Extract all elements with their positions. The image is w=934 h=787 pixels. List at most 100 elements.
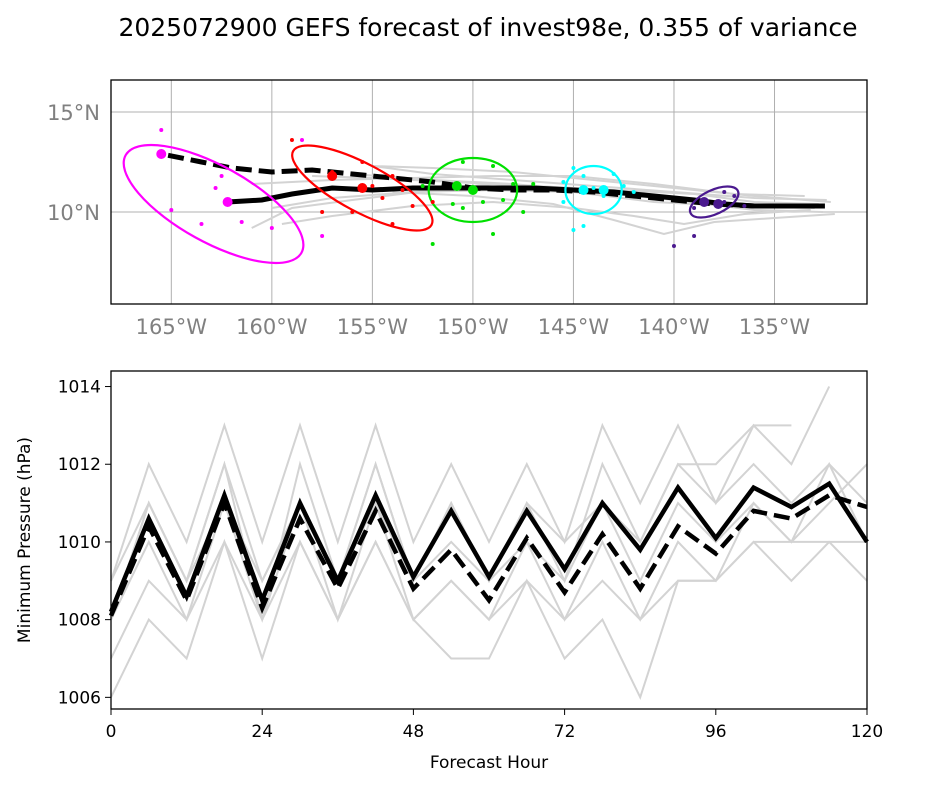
map-member-point	[219, 174, 224, 178]
pressure-x-axis-label: Forecast Hour	[430, 753, 548, 773]
map-x-tick-label: 140°W	[638, 315, 710, 339]
map-member-point	[671, 244, 676, 248]
map-member-point	[722, 200, 727, 204]
map-member-point	[480, 200, 485, 204]
map-ellipse	[122, 143, 305, 265]
map-x-tick-label: 145°W	[538, 315, 610, 339]
map-member-point	[501, 198, 506, 202]
map-mean-point	[598, 185, 609, 195]
pressure-x-tick-label: 72	[554, 722, 576, 742]
map-frame	[110, 79, 868, 305]
map-y-tick-label: 15°N	[47, 101, 100, 125]
map-member-point	[269, 226, 274, 230]
map-ellipse	[427, 156, 519, 224]
map-member-point	[571, 166, 576, 170]
map-ensemble-track	[392, 191, 835, 236]
map-ensemble-track	[372, 165, 827, 201]
map-member-point	[420, 184, 425, 188]
map-x-tick-label: 135°W	[739, 315, 811, 339]
map-grid	[111, 80, 867, 304]
map-member-point	[581, 224, 586, 228]
pressure-y-tick-label: 1010	[58, 533, 101, 553]
map-member-point	[621, 184, 626, 188]
pressure-x-tick-label: 48	[403, 722, 425, 742]
map-member-point	[571, 228, 576, 232]
map-member-point	[460, 206, 465, 210]
map-member-point	[631, 190, 636, 194]
map-member-point	[320, 234, 325, 238]
map-member-point	[561, 180, 566, 184]
pressure-x-tick-label: 96	[705, 722, 727, 742]
map-ellipse	[688, 185, 740, 219]
map-member-point	[390, 174, 395, 178]
map-member-point	[350, 210, 355, 214]
map-mean-point	[222, 197, 233, 207]
map-y-ticks: 10°N 15°N	[47, 101, 100, 225]
pressure-y-tick-label: 1014	[58, 378, 101, 398]
map-member-point	[213, 186, 218, 190]
map-member-point	[370, 184, 375, 188]
map-member-point	[611, 172, 616, 176]
map-ellipse	[564, 164, 623, 216]
map-member-point	[511, 182, 516, 186]
map-member-point	[400, 188, 405, 192]
map-member-point	[430, 200, 435, 204]
map-member-point	[239, 220, 244, 224]
map-x-tick-label: 155°W	[337, 315, 409, 339]
pressure-y-tick-label: 1008	[58, 611, 101, 631]
map-x-tick-label: 165°W	[136, 315, 208, 339]
map-member-point	[722, 190, 727, 194]
map-ensemble-track	[372, 165, 831, 203]
pressure-y-ticks: 1006 1008 1010 1012 1014	[58, 378, 111, 708]
map-uncertainty-ellipses	[122, 143, 740, 265]
map-member-point	[561, 200, 566, 204]
map-member-point	[581, 174, 586, 178]
map-member-point	[591, 186, 596, 190]
map-member-point	[199, 222, 204, 226]
map-member-point	[380, 196, 385, 200]
map-x-tick-label: 150°W	[437, 315, 509, 339]
map-member-point	[521, 210, 526, 214]
pressure-ensemble-lines	[110, 386, 868, 700]
figure-title: 2025072900 GEFS forecast of invest98e, 0…	[118, 13, 857, 42]
map-mean-point	[699, 197, 710, 207]
pressure-member-line	[110, 424, 792, 620]
map-member-point	[450, 202, 455, 206]
map-member-point	[531, 182, 536, 186]
pressure-x-tick-label: 120	[851, 722, 883, 742]
pressure-y-axis-label: Minimum Pressure (hPa)	[15, 437, 35, 643]
map-mean-point	[451, 181, 462, 191]
map-ensemble-tracks	[251, 165, 835, 236]
pressure-mean	[108, 480, 869, 613]
map-member-point	[430, 242, 435, 246]
pressure-x-tick-label: 0	[106, 722, 117, 742]
pressure-frame	[110, 370, 868, 710]
map-member-point	[410, 204, 415, 208]
map-member-point	[732, 194, 737, 198]
pressure-mean-line	[108, 480, 869, 613]
map-member-point	[692, 234, 697, 238]
map-member-point	[692, 206, 697, 210]
map-mean-point	[467, 185, 478, 195]
pressure-x-ticks: 0 24 48 72 96 120	[106, 709, 883, 742]
pressure-dashed-mean	[108, 492, 868, 617]
pressure-panel: 0 24 48 72 96 120 1006 1008 1010 1012 1014 Foreca…	[15, 370, 883, 773]
map-member-point	[742, 204, 747, 208]
map-member-point	[300, 138, 305, 142]
map-y-tick-label: 10°N	[47, 201, 100, 225]
map-member-point	[320, 210, 325, 214]
map-member-point	[460, 160, 465, 164]
map-mean-point	[713, 199, 724, 209]
pressure-y-tick-label: 1006	[58, 688, 101, 708]
map-mean-point	[327, 171, 338, 181]
track-map-panel: 165°W 160°W 155°W 150°W 145°W 140°W 135°W 10°N…	[47, 79, 868, 339]
map-mean-point	[156, 149, 167, 159]
map-x-tick-label: 160°W	[236, 315, 308, 339]
pressure-x-tick-label: 24	[251, 722, 273, 742]
map-member-point	[390, 222, 395, 226]
map-member-point	[601, 194, 606, 198]
map-mean-point	[357, 183, 368, 193]
pressure-dashed-mean-line	[108, 492, 868, 617]
pressure-member-line	[110, 386, 831, 582]
